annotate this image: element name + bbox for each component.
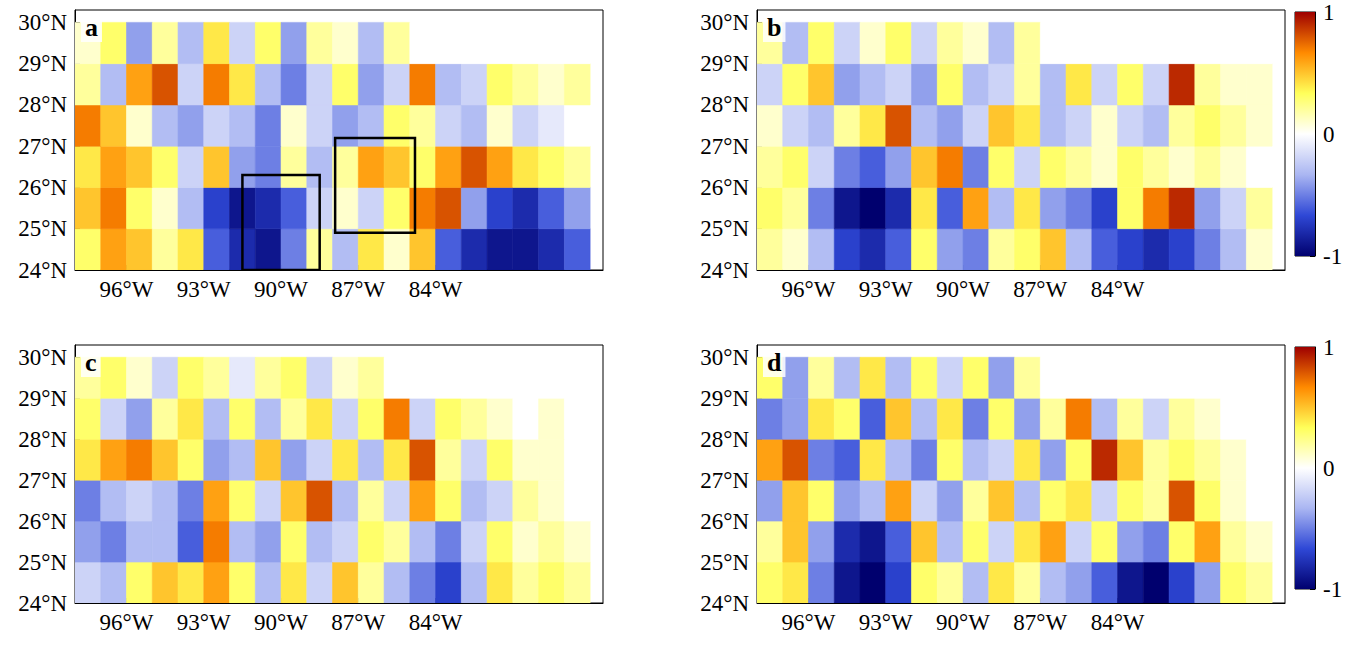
svg-text:93°W: 93°W (859, 277, 913, 302)
svg-text:-1: -1 (1323, 244, 1342, 269)
svg-text:0: 0 (1323, 456, 1335, 481)
svg-text:27°N: 27°N (18, 134, 67, 159)
svg-text:26°N: 26°N (18, 509, 67, 534)
svg-text:96°W: 96°W (100, 610, 154, 635)
svg-text:a: a (85, 13, 98, 42)
svg-text:b: b (767, 13, 781, 42)
svg-text:90°W: 90°W (254, 610, 308, 635)
svg-text:25°N: 25°N (700, 216, 749, 241)
svg-text:c: c (85, 348, 97, 377)
svg-text:25°N: 25°N (18, 216, 67, 241)
svg-text:96°W: 96°W (100, 277, 154, 302)
svg-text:84°W: 84°W (409, 277, 463, 302)
svg-text:30°N: 30°N (700, 345, 749, 370)
svg-text:d: d (767, 348, 782, 377)
svg-text:27°N: 27°N (18, 468, 67, 493)
svg-text:87°W: 87°W (1013, 610, 1067, 635)
svg-text:28°N: 28°N (18, 427, 67, 452)
svg-text:1: 1 (1323, 335, 1335, 360)
svg-text:28°N: 28°N (700, 92, 749, 117)
svg-text:93°W: 93°W (177, 610, 231, 635)
svg-text:90°W: 90°W (254, 277, 308, 302)
svg-text:27°N: 27°N (700, 134, 749, 159)
svg-text:29°N: 29°N (700, 51, 749, 76)
svg-text:29°N: 29°N (18, 51, 67, 76)
svg-text:84°W: 84°W (409, 610, 463, 635)
svg-text:87°W: 87°W (331, 277, 385, 302)
svg-text:25°N: 25°N (18, 550, 67, 575)
svg-text:28°N: 28°N (700, 427, 749, 452)
svg-text:29°N: 29°N (700, 386, 749, 411)
svg-text:26°N: 26°N (700, 175, 749, 200)
svg-text:26°N: 26°N (18, 175, 67, 200)
svg-text:29°N: 29°N (18, 386, 67, 411)
svg-text:90°W: 90°W (936, 277, 990, 302)
svg-text:96°W: 96°W (782, 277, 836, 302)
svg-text:93°W: 93°W (177, 277, 231, 302)
svg-text:24°N: 24°N (18, 258, 67, 283)
svg-text:25°N: 25°N (700, 550, 749, 575)
svg-text:1: 1 (1323, 0, 1335, 25)
svg-text:87°W: 87°W (1013, 277, 1067, 302)
svg-text:93°W: 93°W (859, 610, 913, 635)
svg-text:84°W: 84°W (1091, 610, 1145, 635)
svg-text:84°W: 84°W (1091, 277, 1145, 302)
svg-text:24°N: 24°N (700, 591, 749, 616)
svg-text:90°W: 90°W (936, 610, 990, 635)
svg-text:28°N: 28°N (18, 92, 67, 117)
svg-text:26°N: 26°N (700, 509, 749, 534)
svg-text:24°N: 24°N (18, 591, 67, 616)
svg-text:0: 0 (1323, 122, 1335, 147)
svg-text:27°N: 27°N (700, 468, 749, 493)
svg-text:30°N: 30°N (700, 10, 749, 35)
svg-text:30°N: 30°N (18, 10, 67, 35)
svg-text:-1: -1 (1323, 577, 1342, 602)
svg-text:87°W: 87°W (331, 610, 385, 635)
svg-text:30°N: 30°N (18, 345, 67, 370)
svg-text:24°N: 24°N (700, 258, 749, 283)
svg-text:96°W: 96°W (782, 610, 836, 635)
